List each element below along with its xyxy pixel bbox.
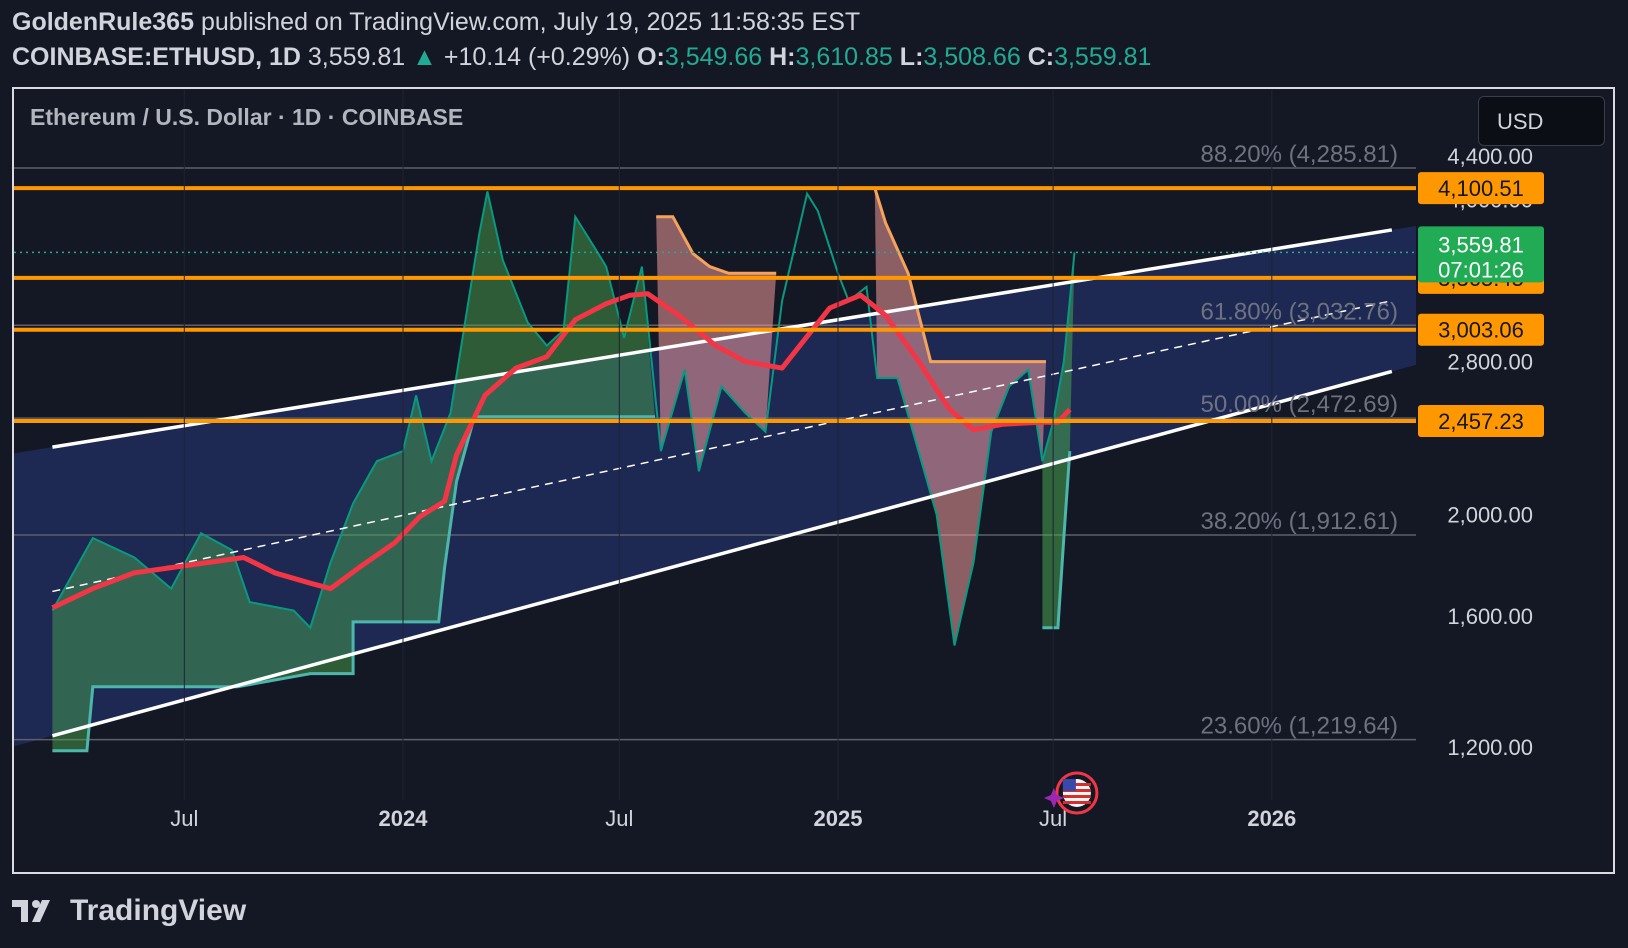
x-tick-label: 2026 bbox=[1247, 806, 1296, 831]
channel-upper-line bbox=[52, 228, 1393, 449]
fib-label: 38.20% (1,912.61) bbox=[1201, 508, 1398, 535]
symbol-info-line: COINBASE:ETHUSD, 1D 3,559.81 ▲ +10.14 (+… bbox=[12, 43, 1151, 72]
level-price-tag-label: 4,100.51 bbox=[1438, 176, 1524, 201]
symbol-label: COINBASE:ETHUSD, 1D bbox=[12, 43, 301, 71]
tradingview-logo-icon[interactable] bbox=[12, 896, 62, 926]
open-label: O: bbox=[637, 43, 665, 71]
x-tick-label: Jul bbox=[1039, 806, 1067, 831]
fib-label: 61.80% (3,032.76) bbox=[1201, 298, 1398, 325]
supertrend-down-line bbox=[873, 187, 1046, 364]
x-tick-label: Jul bbox=[605, 806, 633, 831]
flag-canton bbox=[1062, 779, 1076, 791]
fib-label: 23.60% (1,219.64) bbox=[1201, 713, 1398, 740]
x-tick-label: 2025 bbox=[814, 806, 863, 831]
published-text: published on TradingView.com, July 19, 2… bbox=[200, 8, 861, 36]
open-value: 3,549.66 bbox=[664, 43, 763, 71]
countdown-label: 07:01:26 bbox=[1438, 257, 1524, 282]
y-tick-label: 2,800.00 bbox=[1447, 350, 1533, 375]
level-price-tag-label: 3,003.06 bbox=[1438, 318, 1524, 343]
y-tick-label: 1,600.00 bbox=[1447, 604, 1533, 629]
plot-area[interactable] bbox=[0, 90, 1476, 800]
channel-mid-line bbox=[52, 299, 1393, 593]
high-value: 3,610.85 bbox=[795, 43, 893, 71]
level-price-tag bbox=[1418, 172, 1544, 205]
low-label: L: bbox=[899, 43, 924, 71]
chart-title: Ethereum / U.S. Dollar · 1D · COINBASE bbox=[30, 104, 464, 130]
author-name[interactable]: GoldenRule365 bbox=[12, 8, 194, 36]
flag-stripe bbox=[1062, 789, 1091, 792]
price-change: +10.14 (+0.29%) bbox=[443, 43, 631, 71]
level-price-tag bbox=[1418, 313, 1544, 346]
fib-label: 50.00% (2,472.69) bbox=[1201, 391, 1398, 418]
low-value: 3,508.66 bbox=[923, 43, 1021, 71]
flag-stripe bbox=[1062, 783, 1091, 786]
last-price: 3,559.81 bbox=[307, 43, 406, 71]
flag-stripe bbox=[1062, 795, 1091, 798]
footer-brand[interactable]: TradingView bbox=[70, 894, 247, 927]
high-label: H: bbox=[769, 43, 796, 71]
y-tick-label: 2,000.00 bbox=[1447, 503, 1533, 528]
channel-lower-line bbox=[51, 369, 1393, 738]
moving-average-line bbox=[51, 291, 1072, 610]
x-tick-label: 2024 bbox=[379, 806, 429, 831]
footer: TradingView bbox=[12, 893, 246, 929]
close-value: 3,559.81 bbox=[1054, 43, 1152, 71]
supertrend-up-fill bbox=[1042, 252, 1075, 628]
fib-label: 88.20% (4,285.81) bbox=[1201, 141, 1398, 168]
currency-button[interactable]: USD bbox=[1478, 96, 1605, 146]
event-ring[interactable] bbox=[1055, 771, 1099, 815]
up-arrow-icon: ▲ bbox=[412, 43, 437, 71]
close-label: C: bbox=[1027, 43, 1055, 71]
supertrend-up-line bbox=[52, 415, 655, 753]
flag-stripe bbox=[1062, 801, 1091, 804]
last-price-tag-label: 3,559.81 bbox=[1438, 232, 1524, 257]
publisher-line: GoldenRule365 published on TradingView.c… bbox=[12, 8, 860, 37]
y-tick-label: 1,200.00 bbox=[1447, 735, 1533, 760]
x-tick-label: Jul bbox=[170, 806, 198, 831]
sparkle-icon bbox=[1043, 788, 1064, 808]
level-price-tag-label: 2,457.23 bbox=[1438, 409, 1524, 434]
level-price-tag bbox=[1418, 404, 1544, 437]
last-price-tag bbox=[1418, 226, 1544, 283]
price-line bbox=[51, 191, 1076, 646]
supertrend-up-line bbox=[1042, 450, 1072, 630]
supertrend-down-line bbox=[656, 215, 777, 275]
y-tick-label: 4,400.00 bbox=[1447, 144, 1533, 169]
